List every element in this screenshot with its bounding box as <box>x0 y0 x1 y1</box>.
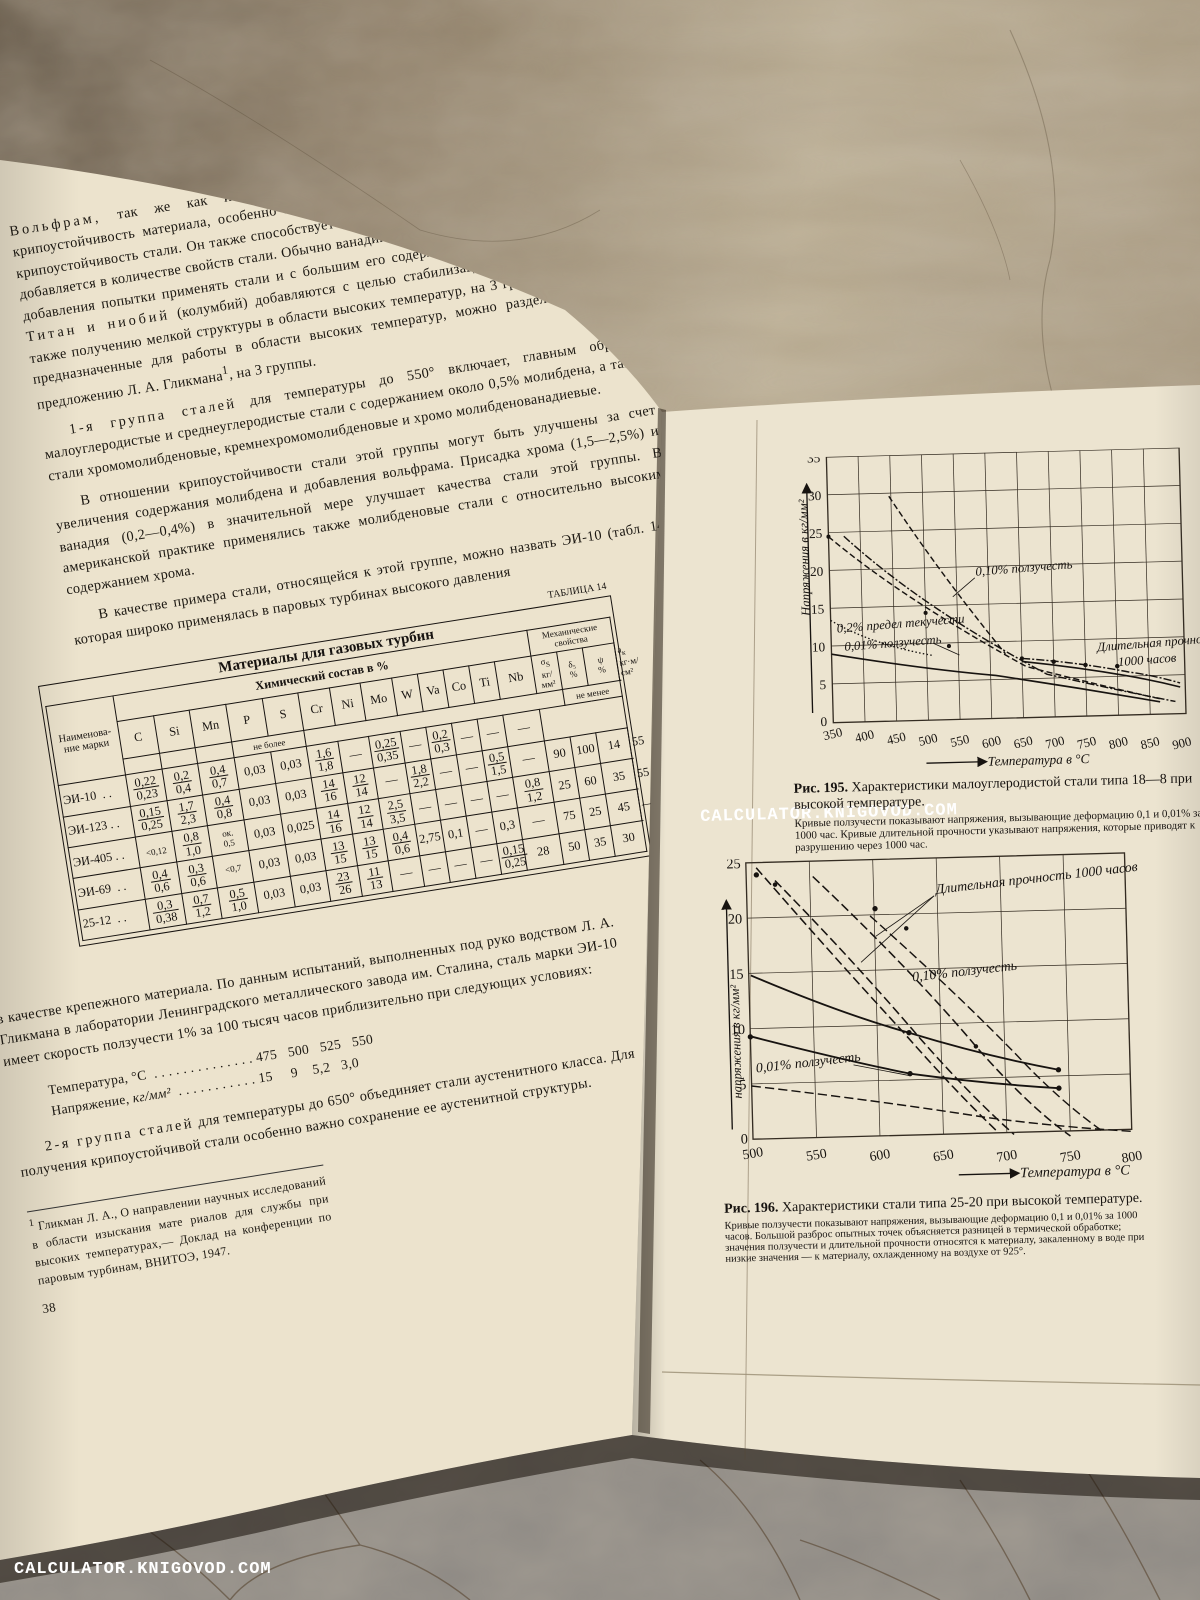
svg-text:650: 650 <box>932 1146 955 1164</box>
svg-text:500: 500 <box>917 731 939 749</box>
svg-text:Температура в °С: Температура в °С <box>1020 1162 1130 1181</box>
svg-text:450: 450 <box>885 730 907 748</box>
svg-text:0,01% ползучесть: 0,01% ползучесть <box>844 632 942 654</box>
svg-text:400: 400 <box>854 727 876 745</box>
svg-text:900: 900 <box>1171 734 1193 752</box>
svg-text:800: 800 <box>1107 734 1129 752</box>
svg-text:0,01% ползучесть: 0,01% ползучесть <box>755 1049 861 1076</box>
svg-text:20: 20 <box>728 911 743 927</box>
svg-text:0,10% ползучесть: 0,10% ползучесть <box>975 557 1073 579</box>
svg-text:35: 35 <box>807 450 821 465</box>
svg-text:Температура в °С: Температура в °С <box>988 751 1090 769</box>
svg-text:550: 550 <box>949 732 971 750</box>
svg-text:550: 550 <box>805 1145 828 1163</box>
svg-text:25: 25 <box>726 856 741 872</box>
svg-text:750: 750 <box>1059 1147 1082 1165</box>
svg-text:15: 15 <box>729 967 744 983</box>
svg-text:10: 10 <box>812 639 826 654</box>
svg-text:Напряжения в кг/мм²: Напряжения в кг/мм² <box>796 499 813 617</box>
svg-text:650: 650 <box>1012 733 1034 751</box>
svg-text:Длительная прочность 1000 часо: Длительная прочность 1000 часов <box>933 859 1139 897</box>
svg-text:1000 часов: 1000 часов <box>1117 651 1177 670</box>
svg-text:850: 850 <box>1139 734 1161 752</box>
svg-text:5: 5 <box>819 677 826 692</box>
svg-text:500: 500 <box>741 1144 764 1162</box>
svg-text:0,2% предел текучести: 0,2% предел текучести <box>836 612 965 636</box>
svg-text:0: 0 <box>741 1131 749 1147</box>
svg-text:750: 750 <box>1076 734 1098 752</box>
svg-text:0: 0 <box>820 714 827 729</box>
svg-text:350: 350 <box>822 725 844 743</box>
svg-text:600: 600 <box>868 1146 891 1164</box>
svg-text:700: 700 <box>1044 734 1066 752</box>
svg-text:700: 700 <box>995 1147 1018 1165</box>
svg-text:600: 600 <box>981 733 1003 751</box>
svg-text:0,10% ползучесть: 0,10% ползучесть <box>911 958 1017 985</box>
